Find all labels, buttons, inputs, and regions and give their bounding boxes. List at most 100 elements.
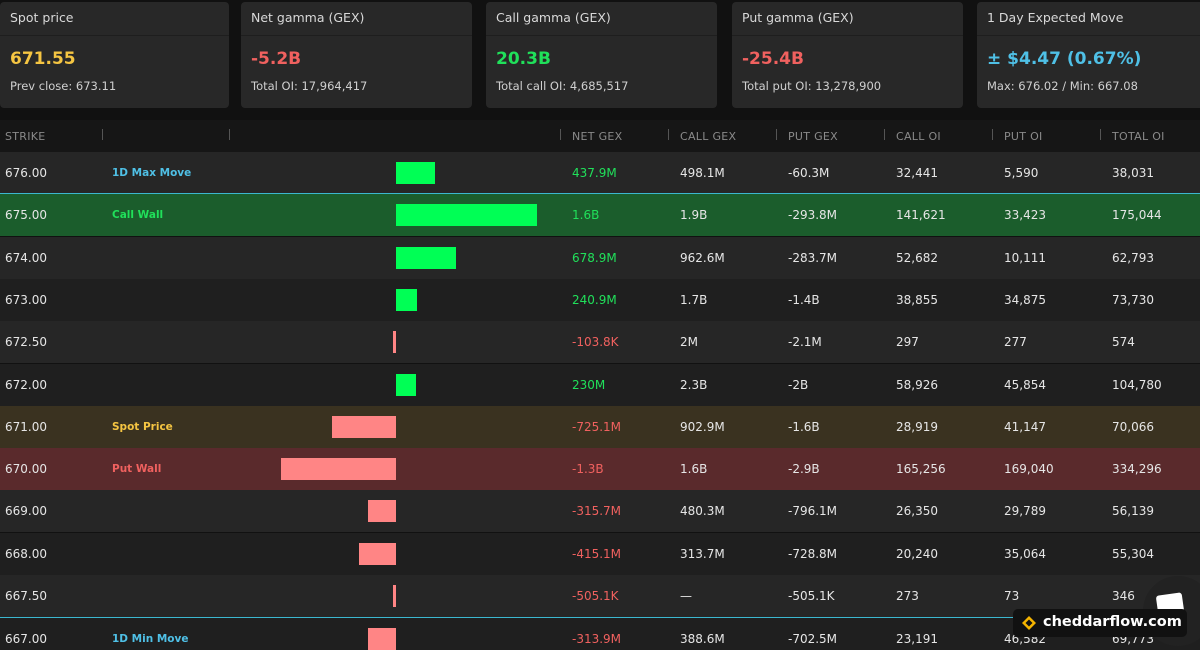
- card-subtext: Prev close: 673.11: [10, 79, 117, 93]
- call-oi-cell: 32,441: [896, 166, 938, 180]
- table-row[interactable]: 676.00 1D Max Move 437.9M 498.1M -60.3M 32,44…: [0, 152, 1200, 194]
- put-oi-cell: 73: [1004, 589, 1020, 603]
- call-gex-cell: 1.9B: [680, 208, 708, 223]
- net-gex-bar: [393, 585, 396, 607]
- total-oi-cell: 55,304: [1112, 546, 1154, 561]
- call-gex-cell: 1.6B: [680, 462, 708, 477]
- header-divider: [992, 129, 993, 140]
- net-gex-cell: -1.3B: [572, 462, 604, 477]
- header-divider: [884, 129, 885, 140]
- header-put-oi[interactable]: PUT OI: [1004, 130, 1043, 143]
- table-row[interactable]: 669.00 -315.7M 480.3M -796.1M 26,350 29,789 56…: [0, 490, 1200, 533]
- header-divider: [560, 129, 561, 140]
- put-gex-cell: -2.9B: [788, 462, 820, 477]
- card-subtext: Max: 676.02 / Min: 667.08: [987, 79, 1138, 93]
- level-label: Put Wall: [112, 463, 162, 476]
- strike-cell: 670.00: [5, 462, 47, 477]
- header-call-oi[interactable]: CALL OI: [896, 130, 941, 143]
- put-oi-cell: 33,423: [1004, 208, 1046, 223]
- header-call-gex[interactable]: CALL GEX: [680, 130, 737, 143]
- card-value: -25.4B: [742, 49, 804, 69]
- table-row[interactable]: 672.50 -103.8K 2M -2.1M 297 277 574: [0, 321, 1200, 364]
- net-gex-cell: 678.9M: [572, 250, 617, 265]
- header-divider: [102, 129, 103, 140]
- net-gex-bar: [396, 162, 435, 184]
- table-row[interactable]: 667.00 1D Min Move -313.9M 388.6M -702.5M 23,…: [0, 617, 1200, 650]
- net-gex-cell: -313.9M: [572, 632, 622, 647]
- total-oi-cell: 56,139: [1112, 504, 1154, 519]
- card-value: ± $4.47 (0.67%): [987, 49, 1142, 69]
- net-gex-cell: 1.6B: [572, 208, 600, 223]
- net-gex-cell: 240.9M: [572, 292, 617, 307]
- strike-cell: 667.00: [5, 632, 47, 647]
- header-divider: [229, 129, 230, 140]
- header-divider: [776, 129, 777, 140]
- table-row[interactable]: 672.00 230M 2.3B -2B 58,926 45,854 104,780: [0, 363, 1200, 406]
- call-gex-cell: 1.7B: [680, 292, 708, 307]
- level-label: Call Wall: [112, 209, 164, 222]
- call-oi-cell: 165,256: [896, 462, 946, 477]
- put-gex-cell: -2B: [788, 377, 809, 392]
- strike-cell: 671.00: [5, 419, 47, 434]
- strike-cell: 673.00: [5, 292, 47, 307]
- card-title: Spot price: [10, 10, 74, 25]
- net-gex-bar: [396, 204, 537, 227]
- brand-badge[interactable]: cheddarflow.com: [1013, 609, 1187, 637]
- card-title: Put gamma (GEX): [742, 10, 854, 25]
- call-gex-cell: 388.6M: [680, 632, 725, 647]
- table-row[interactable]: 670.00 Put Wall -1.3B 1.6B -2.9B 165,256 169,0…: [0, 448, 1200, 491]
- net-gex-cell: -415.1M: [572, 546, 622, 561]
- total-oi-cell: 175,044: [1112, 208, 1162, 223]
- call-oi-cell: 20,240: [896, 546, 938, 561]
- card-divider: [732, 35, 963, 36]
- call-gex-cell: 2M: [680, 335, 698, 350]
- table-row[interactable]: 674.00 678.9M 962.6M -283.7M 52,682 10,111 62,…: [0, 236, 1200, 279]
- header-strike[interactable]: STRIKE: [5, 130, 46, 143]
- header-put-gex[interactable]: PUT GEX: [788, 130, 839, 143]
- net-gex-cell: 230M: [572, 377, 606, 392]
- net-gex-bar: [396, 288, 418, 311]
- total-oi-cell: 346: [1112, 589, 1135, 603]
- summary-card: Spot price 671.55 Prev close: 673.11: [0, 2, 229, 108]
- header-total-oi[interactable]: TOTAL OI: [1112, 130, 1165, 143]
- table-row[interactable]: 668.00 -415.1M 313.7M -728.8M 20,240 35,064 55…: [0, 532, 1200, 575]
- table-row[interactable]: 673.00 240.9M 1.7B -1.4B 38,855 34,875 73,730: [0, 278, 1200, 321]
- put-gex-cell: -2.1M: [788, 335, 822, 350]
- call-gex-cell: 2.3B: [680, 377, 708, 392]
- strike-cell: 672.50: [5, 335, 47, 350]
- total-oi-cell: 574: [1112, 335, 1135, 350]
- put-oi-cell: 35,064: [1004, 546, 1046, 561]
- call-gex-cell: 480.3M: [680, 504, 725, 519]
- card-value: -5.2B: [251, 49, 302, 69]
- table-header: STRIKE NET GEX CALL GEX PUT GEX CALL OI …: [0, 120, 1200, 152]
- strike-cell: 676.00: [5, 166, 47, 180]
- summary-cards: Spot price 671.55 Prev close: 673.11 Net ga…: [0, 0, 1200, 120]
- card-value: 20.3B: [496, 49, 551, 69]
- put-gex-cell: -1.6B: [788, 419, 820, 434]
- net-gex-bar: [281, 458, 396, 481]
- card-title: Call gamma (GEX): [496, 10, 611, 25]
- strike-cell: 675.00: [5, 208, 47, 223]
- header-net-gex[interactable]: NET GEX: [572, 130, 623, 143]
- net-gex-cell: -315.7M: [572, 504, 622, 519]
- table-row[interactable]: 675.00 Call Wall 1.6B 1.9B -293.8M 141,621 33,…: [0, 194, 1200, 237]
- net-gex-cell: -725.1M: [572, 419, 622, 434]
- card-divider: [486, 35, 717, 36]
- card-title: 1 Day Expected Move: [987, 10, 1124, 25]
- put-gex-cell: -702.5M: [788, 632, 838, 647]
- table-row[interactable]: 671.00 Spot Price -725.1M 902.9M -1.6B 28,919…: [0, 405, 1200, 448]
- put-gex-cell: -1.4B: [788, 292, 820, 307]
- total-oi-cell: 70,066: [1112, 419, 1154, 434]
- put-gex-cell: -60.3M: [788, 166, 830, 180]
- net-gex-bar: [396, 246, 456, 269]
- total-oi-cell: 62,793: [1112, 250, 1154, 265]
- total-oi-cell: 334,296: [1112, 462, 1162, 477]
- total-oi-cell: 104,780: [1112, 377, 1162, 392]
- gex-table: STRIKE NET GEX CALL GEX PUT GEX CALL OI …: [0, 120, 1200, 650]
- call-oi-cell: 52,682: [896, 250, 938, 265]
- net-gex-cell: 437.9M: [572, 166, 617, 180]
- put-gex-cell: -283.7M: [788, 250, 838, 265]
- put-gex-cell: -505.1K: [788, 589, 835, 603]
- table-row[interactable]: 667.50 -505.1K — -505.1K 273 73 346: [0, 575, 1200, 617]
- net-gex-cell: -505.1K: [572, 589, 619, 603]
